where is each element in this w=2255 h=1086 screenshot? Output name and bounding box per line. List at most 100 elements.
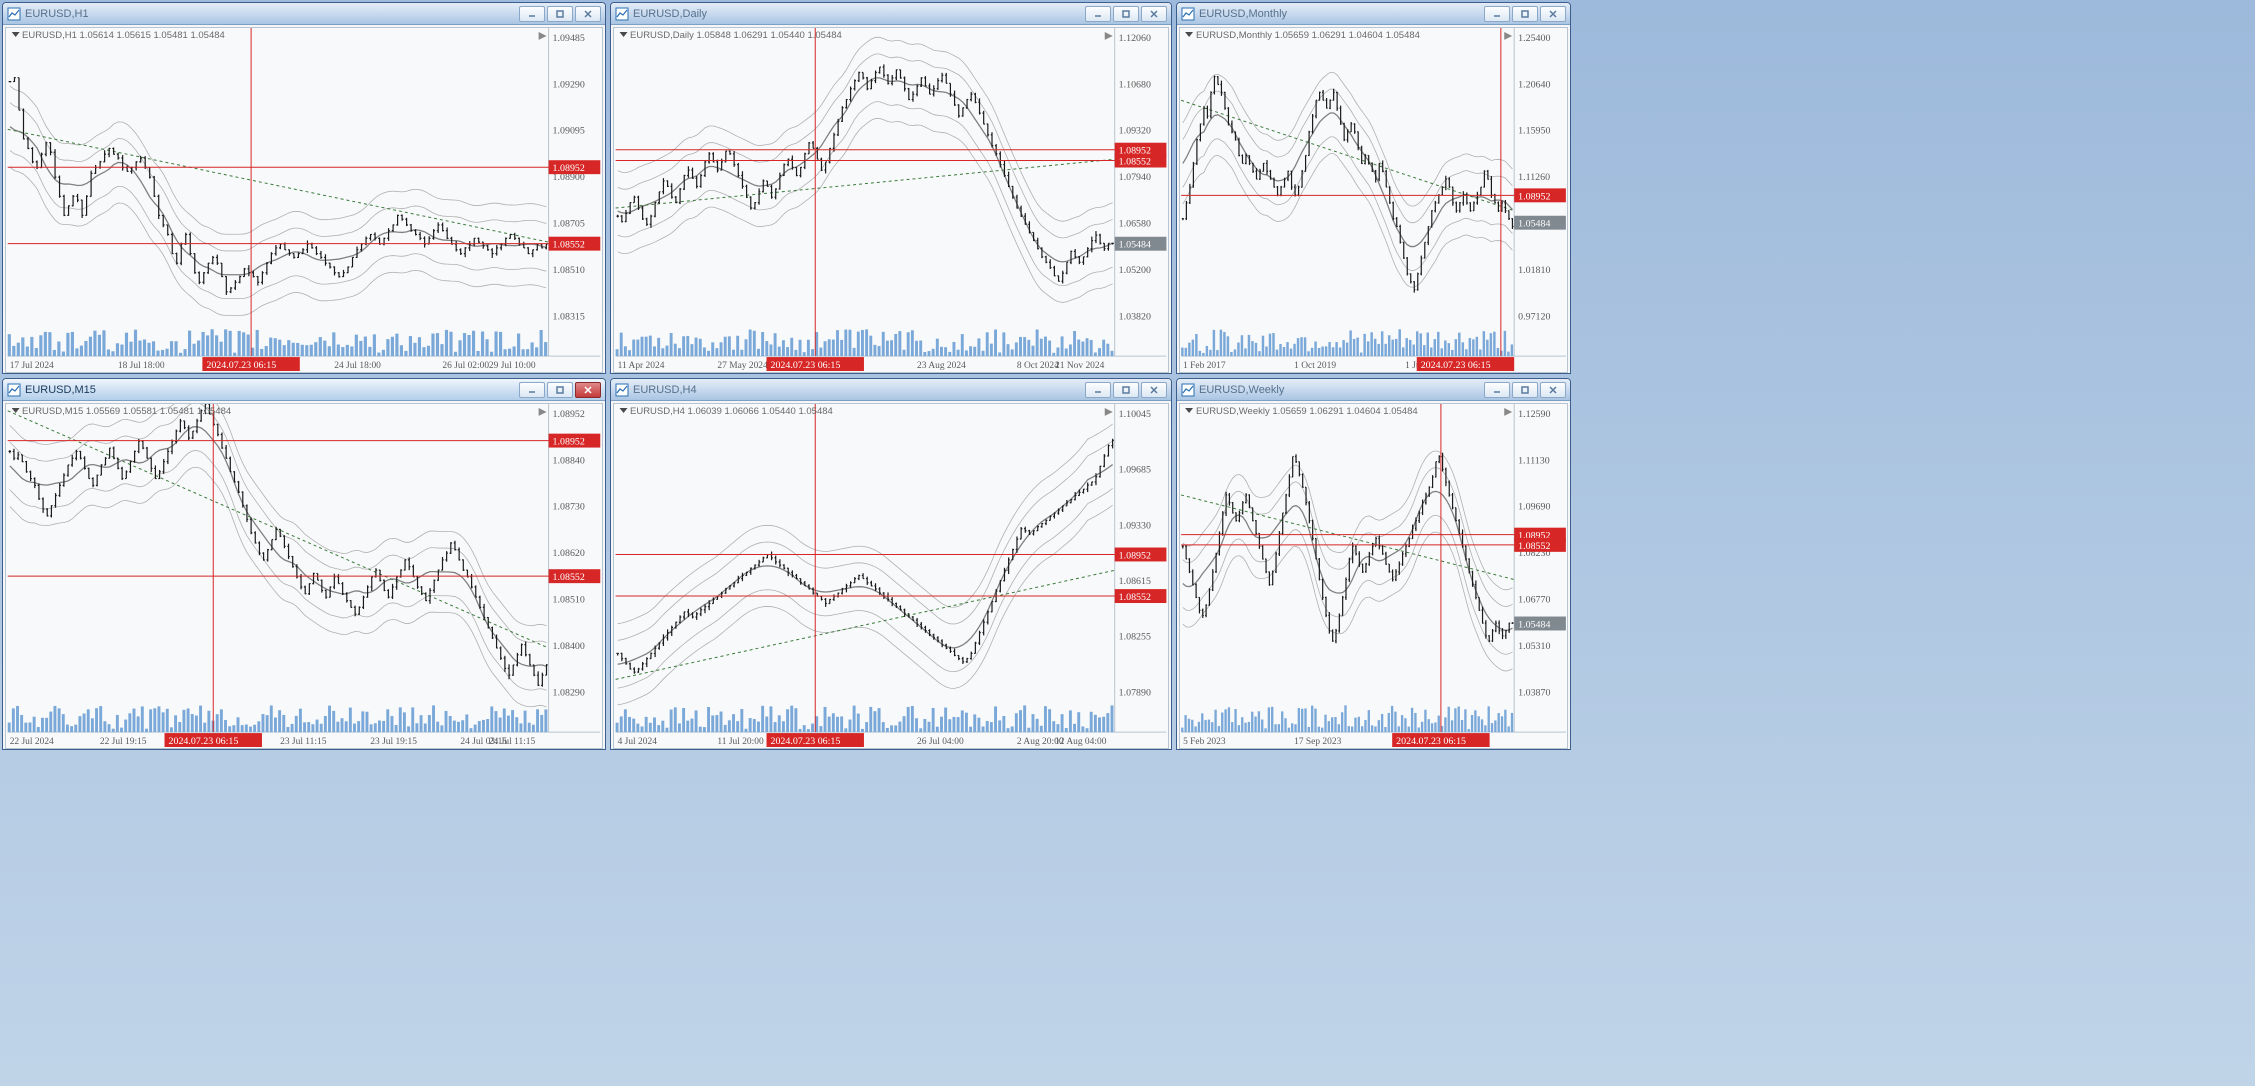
time-tick: 5 Feb 2023	[1183, 737, 1226, 747]
volume-bar	[1398, 726, 1400, 732]
maximize-button[interactable]	[1512, 6, 1538, 22]
maximize-button[interactable]	[547, 6, 573, 22]
price-tick: 1.03870	[1518, 687, 1550, 698]
volume-bar	[782, 721, 785, 732]
scroll-right-icon[interactable]	[1105, 32, 1113, 40]
chart-menu-arrow[interactable]	[620, 408, 628, 413]
volume-bar	[149, 709, 152, 732]
maximize-button[interactable]	[1113, 6, 1139, 22]
chart-menu-arrow[interactable]	[620, 32, 628, 37]
volume-bar	[1279, 344, 1281, 356]
volume-bar	[715, 348, 718, 356]
volume-bar	[1274, 724, 1276, 732]
titlebar[interactable]: EURUSD,Daily	[611, 3, 1171, 25]
price-chart[interactable]: 1.094851.092901.090951.089001.087051.085…	[6, 28, 602, 372]
volume-bar	[707, 351, 710, 356]
scroll-right-icon[interactable]	[1504, 32, 1512, 40]
volume-bar	[357, 721, 360, 732]
volume-bar	[674, 344, 677, 356]
volume-bar	[1216, 350, 1218, 356]
volume-bar	[24, 723, 27, 732]
volume-bar	[1181, 728, 1183, 732]
volume-bar	[80, 346, 83, 356]
volume-bar	[1511, 344, 1513, 356]
volume-bar	[1255, 343, 1257, 356]
time-tick: 1 Feb 2017	[1183, 361, 1226, 371]
svg-text:1.08952: 1.08952	[1119, 550, 1151, 561]
minimize-button[interactable]	[519, 6, 545, 22]
titlebar[interactable]: EURUSD,H1	[3, 3, 605, 25]
volume-bar	[359, 341, 362, 356]
volume-bar	[224, 329, 227, 356]
chart-area[interactable]: 1.089521.088401.087301.086201.085101.084…	[5, 403, 603, 749]
close-button[interactable]	[1540, 382, 1566, 398]
volume-bar	[682, 708, 685, 732]
price-chart[interactable]: 1.120601.106801.093201.079401.065801.052…	[614, 28, 1168, 372]
price-chart[interactable]: 1.100451.096851.093301.086151.082551.078…	[614, 404, 1168, 748]
volume-bar	[740, 709, 743, 732]
minimize-button[interactable]	[1484, 382, 1510, 398]
scroll-right-icon[interactable]	[1504, 408, 1512, 416]
svg-text:1.08952: 1.08952	[553, 163, 585, 174]
close-button[interactable]	[1141, 382, 1167, 398]
volume-bar	[720, 342, 723, 356]
minimize-button[interactable]	[1085, 6, 1111, 22]
volume-bar	[873, 345, 876, 356]
scroll-right-icon[interactable]	[1105, 408, 1113, 416]
volume-bar	[395, 725, 398, 732]
maximize-button[interactable]	[1113, 382, 1139, 398]
volume-bar	[341, 347, 344, 356]
volume-bar	[944, 708, 947, 733]
volume-bar	[957, 350, 960, 356]
volume-bar	[753, 331, 756, 356]
volume-bar	[1052, 353, 1055, 356]
titlebar[interactable]: EURUSD,H4	[611, 379, 1171, 401]
titlebar[interactable]: EURUSD,M15	[3, 379, 605, 401]
chart-window-h1: EURUSD,H1 1.094851.092901.090951.089001.0…	[2, 2, 606, 374]
volume-bar	[93, 331, 96, 356]
minimize-button[interactable]	[1484, 6, 1510, 22]
volume-bar	[1444, 717, 1446, 732]
chart-area[interactable]: 1.100451.096851.093301.086151.082551.078…	[613, 403, 1169, 749]
close-button[interactable]	[1141, 6, 1167, 22]
volume-bar	[305, 345, 308, 356]
scroll-right-icon[interactable]	[539, 32, 547, 40]
scroll-right-icon[interactable]	[539, 408, 547, 416]
close-button[interactable]	[575, 382, 601, 398]
chart-area[interactable]: 1.125901.111301.096901.082301.067701.053…	[1179, 403, 1568, 749]
titlebar[interactable]: EURUSD,Weekly	[1177, 379, 1570, 401]
chart-window-daily: EURUSD,Daily 1.120601.106801.093201.07940…	[610, 2, 1172, 374]
minimize-button[interactable]	[519, 382, 545, 398]
price-chart[interactable]: 1.089521.088401.087301.086201.085101.084…	[6, 404, 602, 748]
chart-area[interactable]: 1.254001.206401.159501.112601.065001.018…	[1179, 27, 1568, 373]
volume-bar	[211, 329, 214, 356]
chart-area[interactable]: 1.120601.106801.093201.079401.065801.052…	[613, 27, 1169, 373]
maximize-button[interactable]	[547, 382, 573, 398]
price-tick: 1.12060	[1119, 33, 1151, 44]
chart-menu-arrow[interactable]	[12, 32, 20, 37]
minimize-button[interactable]	[1085, 382, 1111, 398]
volume-bar	[95, 708, 98, 732]
volume-bar	[661, 721, 664, 732]
volume-bar	[1349, 330, 1351, 356]
chart-area[interactable]: 1.094851.092901.090951.089001.087051.085…	[5, 27, 603, 373]
chart-menu-arrow[interactable]	[12, 408, 20, 413]
titlebar[interactable]: EURUSD,Monthly	[1177, 3, 1570, 25]
price-chart[interactable]: 1.125901.111301.096901.082301.067701.053…	[1180, 404, 1567, 748]
volume-bar	[1378, 720, 1380, 732]
price-chart[interactable]: 1.254001.206401.159501.112601.065001.018…	[1180, 28, 1567, 372]
volume-bar	[757, 722, 760, 733]
chart-menu-arrow[interactable]	[1185, 408, 1193, 413]
volume-bar	[932, 708, 935, 732]
volume-bar	[1281, 711, 1283, 732]
chart-menu-arrow[interactable]	[1185, 32, 1193, 37]
volume-bar	[886, 341, 889, 356]
close-button[interactable]	[1540, 6, 1566, 22]
close-button[interactable]	[575, 6, 601, 22]
volume-bar	[328, 706, 331, 732]
price-tick: 1.08615	[1119, 576, 1151, 587]
volume-bar	[690, 344, 693, 356]
volume-bar	[1211, 722, 1213, 732]
volume-bar	[1007, 728, 1010, 732]
maximize-button[interactable]	[1512, 382, 1538, 398]
